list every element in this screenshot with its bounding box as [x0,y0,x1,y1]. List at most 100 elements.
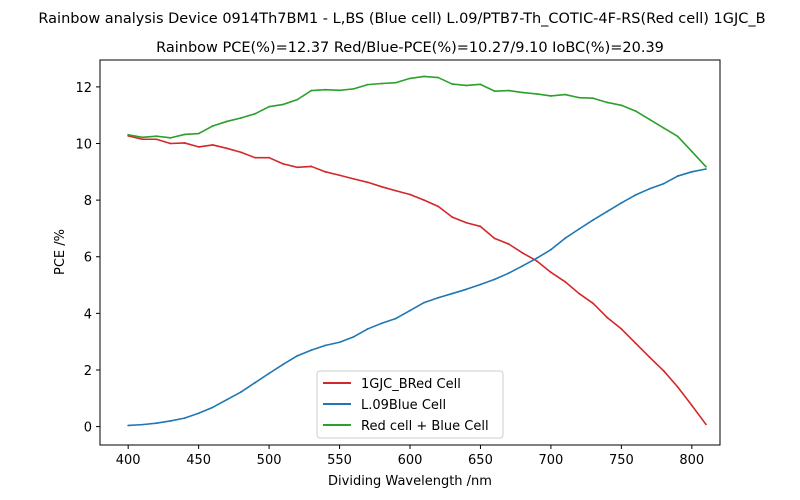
data-point-s0-31 [564,280,566,283]
data-point-s1-22 [437,296,440,299]
data-point-s1-29 [535,257,538,260]
x-tick-label: 500 [257,453,282,468]
data-point-s0-9 [254,156,256,159]
data-point-s1-24 [465,288,468,291]
data-point-s2-22 [437,76,440,79]
data-point-s2-17 [366,83,369,86]
data-point-s0-6 [211,144,214,146]
data-point-s1-18 [380,322,383,325]
data-point-s0-26 [493,237,496,240]
data-point-s2-1 [141,136,144,139]
data-point-s0-29 [535,260,538,262]
data-point-s0-41 [705,423,707,426]
data-point-s0-8 [240,151,242,154]
data-point-s2-7 [225,120,228,123]
data-point-s1-38 [662,182,665,185]
data-point-s0-39 [676,386,679,388]
data-point-s2-24 [465,84,468,87]
data-point-s0-12 [296,166,299,169]
data-point-s1-14 [324,344,327,347]
data-point-s2-4 [183,133,186,136]
data-point-s2-27 [507,89,510,92]
x-tick-label: 450 [186,453,211,468]
data-point-s2-16 [352,87,355,90]
data-point-s0-5 [197,146,200,148]
data-point-s1-37 [648,187,651,190]
y-axis-ticks: 0 2 4 6 8 10 12 [75,81,100,436]
data-point-s2-40 [690,150,693,153]
data-point-s0-19 [395,189,397,192]
data-point-s0-34 [606,316,609,319]
series-line-0 [127,135,707,425]
data-point-s2-30 [550,95,552,97]
data-point-s2-25 [479,83,482,86]
data-point-s1-2 [155,422,158,425]
data-point-s0-21 [423,199,425,202]
data-point-s2-23 [451,83,454,85]
data-point-s1-41 [705,168,707,170]
data-point-s2-36 [634,110,637,112]
legend-label-red-cell: 1GJC_BRed Cell [361,377,461,392]
data-point-s1-17 [366,328,369,330]
data-point-s0-35 [620,328,623,330]
data-point-s1-23 [451,292,454,295]
data-point-s1-15 [338,341,341,344]
data-point-s2-2 [155,135,158,138]
data-point-s2-26 [493,90,496,93]
data-point-s1-8 [240,391,242,393]
data-point-s0-11 [282,162,285,165]
data-point-s1-12 [296,354,299,357]
data-point-s2-41 [705,165,707,168]
data-point-s2-38 [662,127,665,129]
x-axis-label: Dividing Wavelength /nm [328,474,492,489]
data-point-s0-18 [380,185,383,188]
data-point-s0-2 [155,138,158,141]
chart-title-line1: Rainbow analysis Device 0914Th7BM1 - L,B… [38,11,765,27]
data-point-s2-11 [282,103,285,106]
x-axis-ticks: 400 450 500 550 600 650 700 750 800 [116,445,704,468]
data-point-s0-40 [690,404,693,407]
data-point-s0-17 [366,181,369,184]
data-point-s1-9 [254,381,256,384]
data-point-s0-16 [352,178,355,180]
data-point-s2-35 [620,104,623,107]
data-point-s1-31 [564,237,566,240]
data-point-s1-13 [310,349,313,352]
data-point-s1-4 [183,417,186,420]
legend-box [316,370,504,439]
data-point-s0-27 [507,243,510,245]
data-point-s2-12 [296,98,299,101]
y-tick-label: 10 [75,138,92,153]
data-point-s2-15 [338,89,341,92]
data-point-s1-7 [225,398,228,401]
data-point-s1-33 [592,219,595,221]
data-point-s2-9 [254,112,256,115]
data-point-s0-38 [662,369,665,372]
data-point-s1-5 [197,412,200,415]
x-tick-label: 700 [538,453,563,468]
data-point-s2-18 [380,82,383,85]
data-point-s0-7 [225,147,228,150]
x-tick-label: 600 [398,453,423,468]
data-point-s0-28 [521,252,524,254]
data-point-s0-15 [338,174,341,177]
y-axis-label: PCE /% [53,229,68,275]
x-tick-label: 550 [327,453,352,468]
data-point-s2-8 [240,117,242,119]
data-point-s2-31 [564,93,566,96]
data-point-s2-0 [127,133,130,136]
data-point-s0-24 [465,221,468,224]
data-point-s2-5 [197,132,200,135]
y-tick-label: 4 [84,307,92,322]
series-line-2 [128,75,707,168]
data-point-s2-10 [268,105,270,108]
data-point-s1-35 [620,202,623,204]
data-point-s1-28 [521,264,524,267]
data-point-s0-22 [437,205,440,208]
data-point-s2-3 [169,136,172,139]
data-point-s2-32 [578,96,580,99]
x-tick-label: 400 [116,453,141,468]
data-point-s2-14 [324,88,327,91]
data-point-s1-27 [507,272,510,275]
